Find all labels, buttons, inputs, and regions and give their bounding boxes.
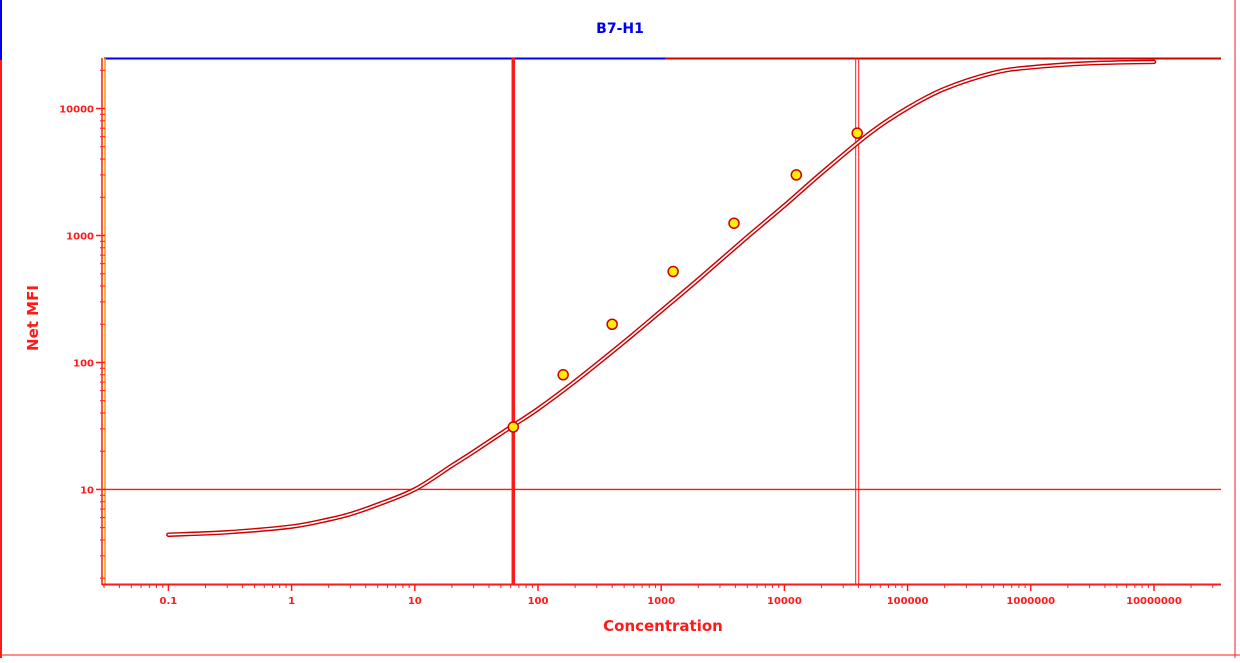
y-axis-label: Net MFI (24, 285, 42, 351)
data-point (507, 421, 520, 433)
x-tick-label: 10 (408, 596, 422, 607)
y-tick-label: 1000 (66, 231, 94, 242)
major-ticks (96, 107, 1155, 591)
x-tick-label: 100000 (887, 596, 929, 607)
data-points-layer (507, 127, 863, 433)
fit-curve-layer (166, 59, 1157, 537)
data-point (790, 169, 803, 181)
y-tick-label: 100 (73, 358, 94, 369)
x-tick-label: 1000000 (1006, 596, 1055, 607)
x-tick-label: 10000 (767, 596, 802, 607)
tick-labels: 0.1 1 10 100 1000 10000 100000 1000000 10000000 1… (59, 105, 1182, 607)
data-point (728, 217, 740, 229)
y-tick-label: 10000 (59, 105, 94, 116)
fit-curve-center (167, 61, 1155, 536)
data-point (667, 265, 679, 278)
x-axis-label: Concentration (603, 617, 723, 635)
y-tick-label: 10 (80, 485, 94, 496)
minor-ticks (100, 69, 1214, 588)
chart-title: B7-H1 (596, 21, 644, 37)
data-point (606, 318, 618, 330)
x-tick-label: 100 (528, 596, 549, 607)
x-tick-label: 1000 (647, 596, 675, 607)
data-point (851, 127, 863, 139)
x-tick-label: 1 (288, 596, 295, 607)
x-tick-label: 0.1 (160, 596, 178, 607)
x-tick-label: 10000000 (1126, 596, 1182, 607)
data-point (557, 369, 569, 381)
